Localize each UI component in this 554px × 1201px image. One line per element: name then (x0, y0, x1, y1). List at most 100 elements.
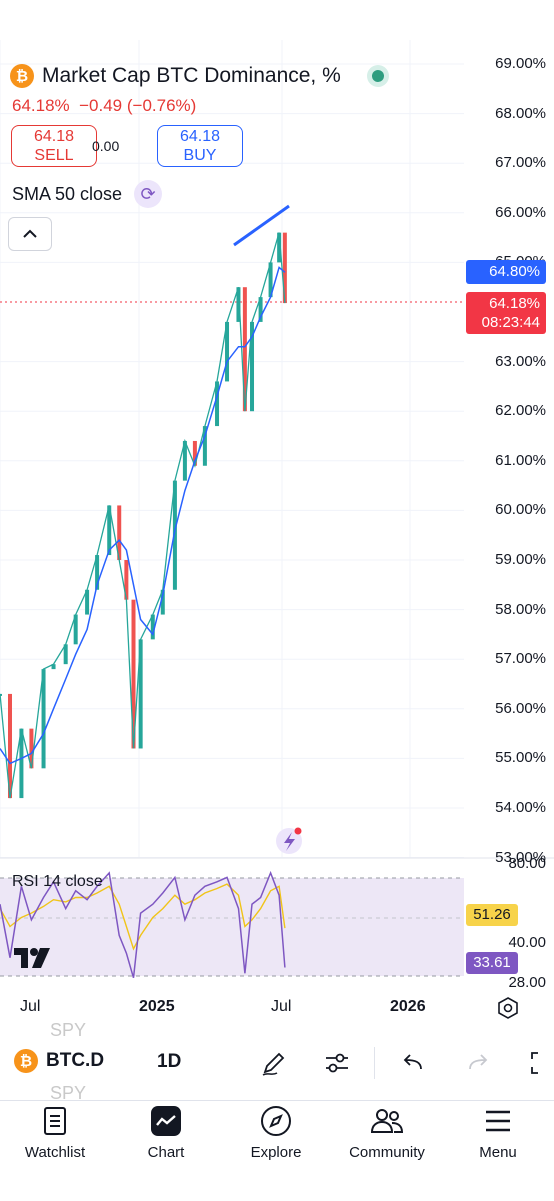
nav-explore[interactable]: Explore (221, 1104, 331, 1161)
candle (0, 693, 2, 696)
buy-label: BUY (183, 147, 217, 164)
price-tick: 68.00% (495, 104, 546, 122)
price-tick: 54.00% (495, 799, 546, 816)
candle (225, 321, 230, 382)
candle (51, 664, 56, 670)
market-status-icon[interactable] (366, 65, 389, 87)
symbol-name: BTC.D (46, 1050, 105, 1071)
candle (172, 480, 177, 590)
candle (107, 505, 112, 556)
last-price: 64.18% (12, 96, 70, 115)
candle (117, 505, 122, 560)
time-tick-jul-2024: Jul (20, 998, 41, 1015)
undo-icon[interactable] (397, 1047, 429, 1079)
trendline-drawing[interactable] (233, 204, 290, 247)
price-tick: 59.00% (495, 551, 546, 568)
rsi-tick-80: 80.00 (508, 855, 546, 872)
rsi-tick-40: 40.00 (508, 934, 546, 951)
candle (63, 644, 68, 665)
toolbar-separator (374, 1047, 375, 1079)
candles (0, 232, 287, 799)
price-tick: 58.00% (495, 600, 546, 618)
interval-selector[interactable]: 1D (157, 1051, 182, 1072)
tradingview-logo-icon (14, 944, 58, 978)
price-tick: 66.00% (495, 203, 546, 221)
candle (41, 669, 46, 769)
indicator-label: SMA 50 close (12, 183, 123, 204)
redo-icon[interactable] (462, 1047, 494, 1079)
sell-button[interactable]: 64.18 SELL (11, 125, 97, 167)
quote-line: 64.18% −0.49 (−0.76%) (12, 96, 196, 116)
ghost-symbol-bottom: SPY (50, 1083, 87, 1103)
candle (277, 232, 282, 263)
time-tick-jul-2025: Jul (271, 998, 292, 1015)
price-tick: 53.00% (495, 848, 546, 866)
bitcoin-coin-icon: ₿ (14, 1049, 38, 1073)
buy-price: 64.18 (179, 128, 221, 145)
candle (282, 232, 287, 304)
chart-settings-icon[interactable] (496, 996, 520, 1025)
ghost-symbol-top: SPY (50, 1020, 87, 1040)
price-tick: 60.00% (495, 501, 546, 519)
sync-icon[interactable]: ⟳ (134, 180, 163, 208)
price-change-pct: (−0.76%) (126, 96, 197, 115)
price-tag: 64.18% 08:23:44 (466, 292, 546, 334)
candle (73, 614, 78, 645)
nav-community-label: Community (349, 1144, 425, 1161)
nav-chart[interactable]: Chart (111, 1104, 221, 1161)
chevron-up-icon (23, 229, 37, 238)
nav-community[interactable]: Community (332, 1104, 442, 1161)
rsi-ma-line (0, 883, 286, 951)
candle (160, 589, 165, 615)
price-tick: 67.00% (495, 154, 546, 172)
candle (236, 287, 241, 322)
candle (138, 639, 143, 749)
nav-chart-label: Chart (147, 1144, 185, 1161)
nav-menu[interactable]: Menu (443, 1104, 553, 1161)
collapse-legend-button[interactable] (8, 217, 52, 251)
time-tick-2026: 2026 (390, 998, 426, 1015)
nav-menu-label: Menu (479, 1144, 517, 1161)
sell-label: SELL (34, 147, 74, 164)
price-tag-value: 64.18% (489, 295, 540, 312)
candle (150, 614, 155, 640)
candle (242, 287, 247, 412)
symbol-selector[interactable]: ₿ BTC.D (14, 1049, 104, 1073)
community-icon (370, 1104, 404, 1138)
menu-icon (481, 1104, 515, 1138)
buy-button[interactable]: 64.18 BUY (157, 125, 243, 167)
candle (268, 262, 273, 298)
drawing-pen-icon[interactable] (258, 1047, 290, 1079)
price-tick: 69.00% (495, 55, 546, 72)
spread-value: 0.00 (92, 138, 120, 154)
candle (250, 321, 255, 412)
price-tick: 61.00% (495, 451, 546, 469)
candle (29, 728, 34, 769)
price-tick: 55.00% (495, 749, 546, 767)
lightning-alert-icon[interactable] (276, 827, 302, 855)
candle (7, 693, 12, 799)
rsi-ma-tag: 51.26 (466, 904, 518, 926)
price-tick: 56.00% (495, 699, 546, 717)
rsi-line (0, 870, 286, 979)
candle (192, 440, 197, 466)
rsi-legend[interactable]: RSI 14 close (12, 873, 103, 890)
symbol-title[interactable]: ₿ Market Cap BTC Dominance, % (10, 64, 389, 88)
candle (215, 381, 220, 427)
bitcoin-coin-icon: ₿ (10, 64, 34, 88)
price-tick: 63.00% (495, 352, 546, 370)
candle (85, 589, 90, 615)
nav-watchlist[interactable]: Watchlist (0, 1104, 110, 1161)
indicators-sliders-icon[interactable] (321, 1047, 353, 1079)
indicator-legend[interactable]: SMA 50 close ⟳ (12, 180, 163, 208)
nav-explore-label: Explore (250, 1144, 302, 1161)
fullscreen-icon[interactable] (526, 1047, 554, 1079)
symbol-title-text: Market Cap BTC Dominance, % (42, 64, 341, 87)
candle (182, 440, 187, 481)
price-tick: 57.00% (495, 650, 546, 668)
sma-value-tag: 64.80% (466, 260, 546, 284)
sell-price: 64.18 (33, 128, 75, 145)
price-tick: 62.00% (495, 402, 546, 420)
price-change: −0.49 (79, 96, 123, 115)
